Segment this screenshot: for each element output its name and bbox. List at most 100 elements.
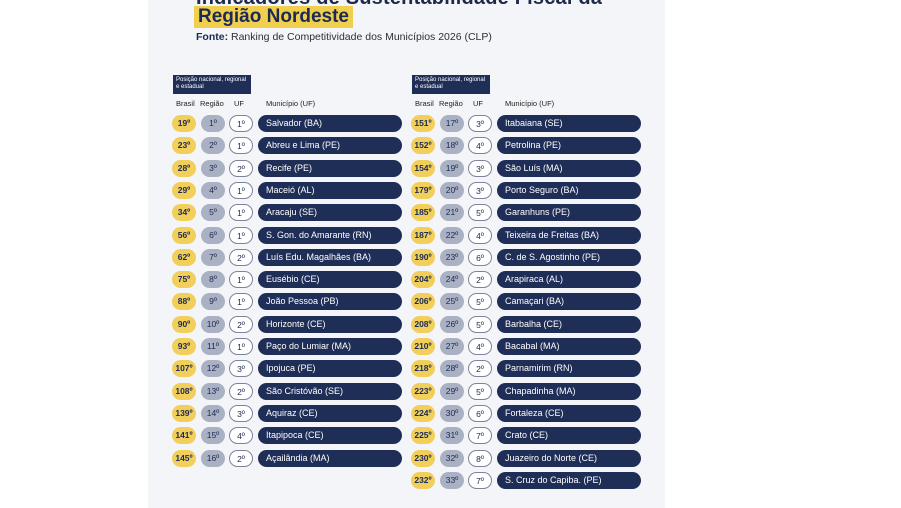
rank-regiao: 29º [440,382,464,400]
col-brasil: Brasil [176,99,195,108]
rank-regiao: 25º [440,293,464,311]
table-row: 190º 23º 6º C. de S. Agostinho (PE) [387,248,647,268]
rank-regiao: 27º [440,338,464,355]
municipio-name: Ipojuca (PE) [258,360,402,378]
rank-regiao: 28º [440,360,464,378]
rank-regiao: 24º [440,271,464,289]
table-row: 93º 11º 1º Paço do Lumiar (MA) [148,338,408,357]
rank-regiao: 20º [440,181,464,199]
table-row: 210º 27º 4º Bacabal (MA) [387,338,647,357]
rank-regiao: 2º [201,137,225,155]
rank-uf: 1º [229,204,253,222]
col-brasil: Brasil [415,99,434,108]
rank-uf: 4º [468,137,492,155]
rank-brasil: 145º [172,449,196,467]
municipio-name: Camaçari (BA) [497,293,641,311]
municipio-name: Paço do Lumiar (MA) [258,338,402,355]
rank-uf: 3º [229,404,253,422]
municipio-name: Garanhuns (PE) [497,204,641,222]
rank-uf: 1º [229,226,253,244]
rank-regiao: 13º [201,382,225,400]
table-row: 179º 20º 3º Porto Seguro (BA) [387,181,647,201]
rank-uf: 1º [229,271,253,289]
rank-regiao: 14º [201,404,225,422]
table-row: 23º 2º 1º Abreu e Lima (PE) [148,137,408,156]
municipio-name: Crato (CE) [497,427,641,445]
rank-uf: 5º [468,293,492,311]
rank-brasil: 204º [411,271,435,289]
rank-brasil: 19º [172,115,196,132]
rank-uf: 1º [229,137,253,155]
municipio-name: Juazeiro do Norte (CE) [497,449,641,467]
rank-regiao: 23º [440,248,464,266]
table-row: 75º 8º 1º Eusébio (CE) [148,271,408,290]
rank-uf: 7º [468,427,492,445]
municipio-name: Petrolina (PE) [497,137,641,155]
col-regiao: Região [200,99,224,108]
rank-brasil: 75º [172,271,196,289]
table-row: 223º 29º 5º Chapadinha (MA) [387,382,647,402]
rank-brasil: 93º [172,338,196,355]
table-row: 88º 9º 1º João Pessoa (PB) [148,293,408,312]
rank-brasil: 208º [411,315,435,333]
rank-regiao: 10º [201,315,225,333]
municipio-name: São Luís (MA) [497,159,641,177]
rank-brasil: 108º [172,382,196,400]
table-row: 108º 13º 2º São Cristóvão (SE) [148,382,408,402]
col-municipio: Município (UF) [505,99,555,108]
rank-uf: 4º [229,427,253,445]
municipio-name: Maceió (AL) [258,181,402,199]
rank-brasil: 34º [172,204,196,222]
rank-brasil: 218º [411,360,435,378]
rank-regiao: 19º [440,159,464,177]
table-row: 230º 32º 8º Juazeiro do Norte (CE) [387,449,647,469]
rank-regiao: 9º [201,293,225,311]
rank-regiao: 33º [440,471,464,489]
table-row: 204º 24º 2º Arapiraca (AL) [387,271,647,290]
rank-brasil: 185º [411,204,435,222]
rank-regiao: 8º [201,271,225,289]
rank-uf: 3º [468,159,492,177]
municipio-name: Parnamirim (RN) [497,360,641,378]
rank-uf: 8º [468,449,492,467]
table-row: 187º 22º 4º Teixeira de Freitas (BA) [387,226,647,246]
rank-uf: 2º [468,271,492,289]
rank-uf: 1º [229,338,253,355]
table-row: 141º 15º 4º Itapipoca (CE) [148,427,408,446]
rank-regiao: 7º [201,248,225,266]
rank-brasil: 232º [411,471,435,489]
rank-regiao: 26º [440,315,464,333]
table-row: 154º 19º 3º São Luís (MA) [387,159,647,179]
col-uf: UF [473,99,483,108]
rank-brasil: 90º [172,315,196,333]
municipio-name: S. Cruz do Capiba. (PE) [497,471,641,489]
rank-uf: 1º [229,115,253,132]
rank-uf: 2º [229,382,253,400]
rank-regiao: 18º [440,137,464,155]
rank-regiao: 15º [201,427,225,445]
rank-brasil: 28º [172,159,196,177]
rank-uf: 2º [229,449,253,467]
municipio-name: Luís Edu. Magalhães (BA) [258,248,402,266]
rank-brasil: 187º [411,226,435,244]
rank-uf: 4º [468,226,492,244]
rank-uf: 4º [468,338,492,355]
source-text: Ranking de Competitividade dos Município… [231,31,492,43]
municipio-name: Teixeira de Freitas (BA) [497,226,641,244]
table-row: 152º 18º 4º Petrolina (PE) [387,137,647,156]
rank-regiao: 21º [440,204,464,222]
rank-uf: 1º [229,181,253,199]
rank-brasil: 88º [172,293,196,311]
rank-brasil: 230º [411,449,435,467]
table-row: 151º 17º 3º Itabaiana (SE) [387,115,647,134]
table-row: 208º 26º 5º Barbalha (CE) [387,315,647,335]
rank-brasil: 190º [411,248,435,266]
rank-regiao: 4º [201,181,225,199]
rank-regiao: 31º [440,427,464,445]
rank-regiao: 3º [201,159,225,177]
rank-uf: 6º [468,404,492,422]
municipio-name: Aracaju (SE) [258,204,402,222]
table-row: 185º 21º 5º Garanhuns (PE) [387,204,647,223]
table-row: 90º 10º 2º Horizonte (CE) [148,315,408,335]
rank-regiao: 12º [201,360,225,378]
